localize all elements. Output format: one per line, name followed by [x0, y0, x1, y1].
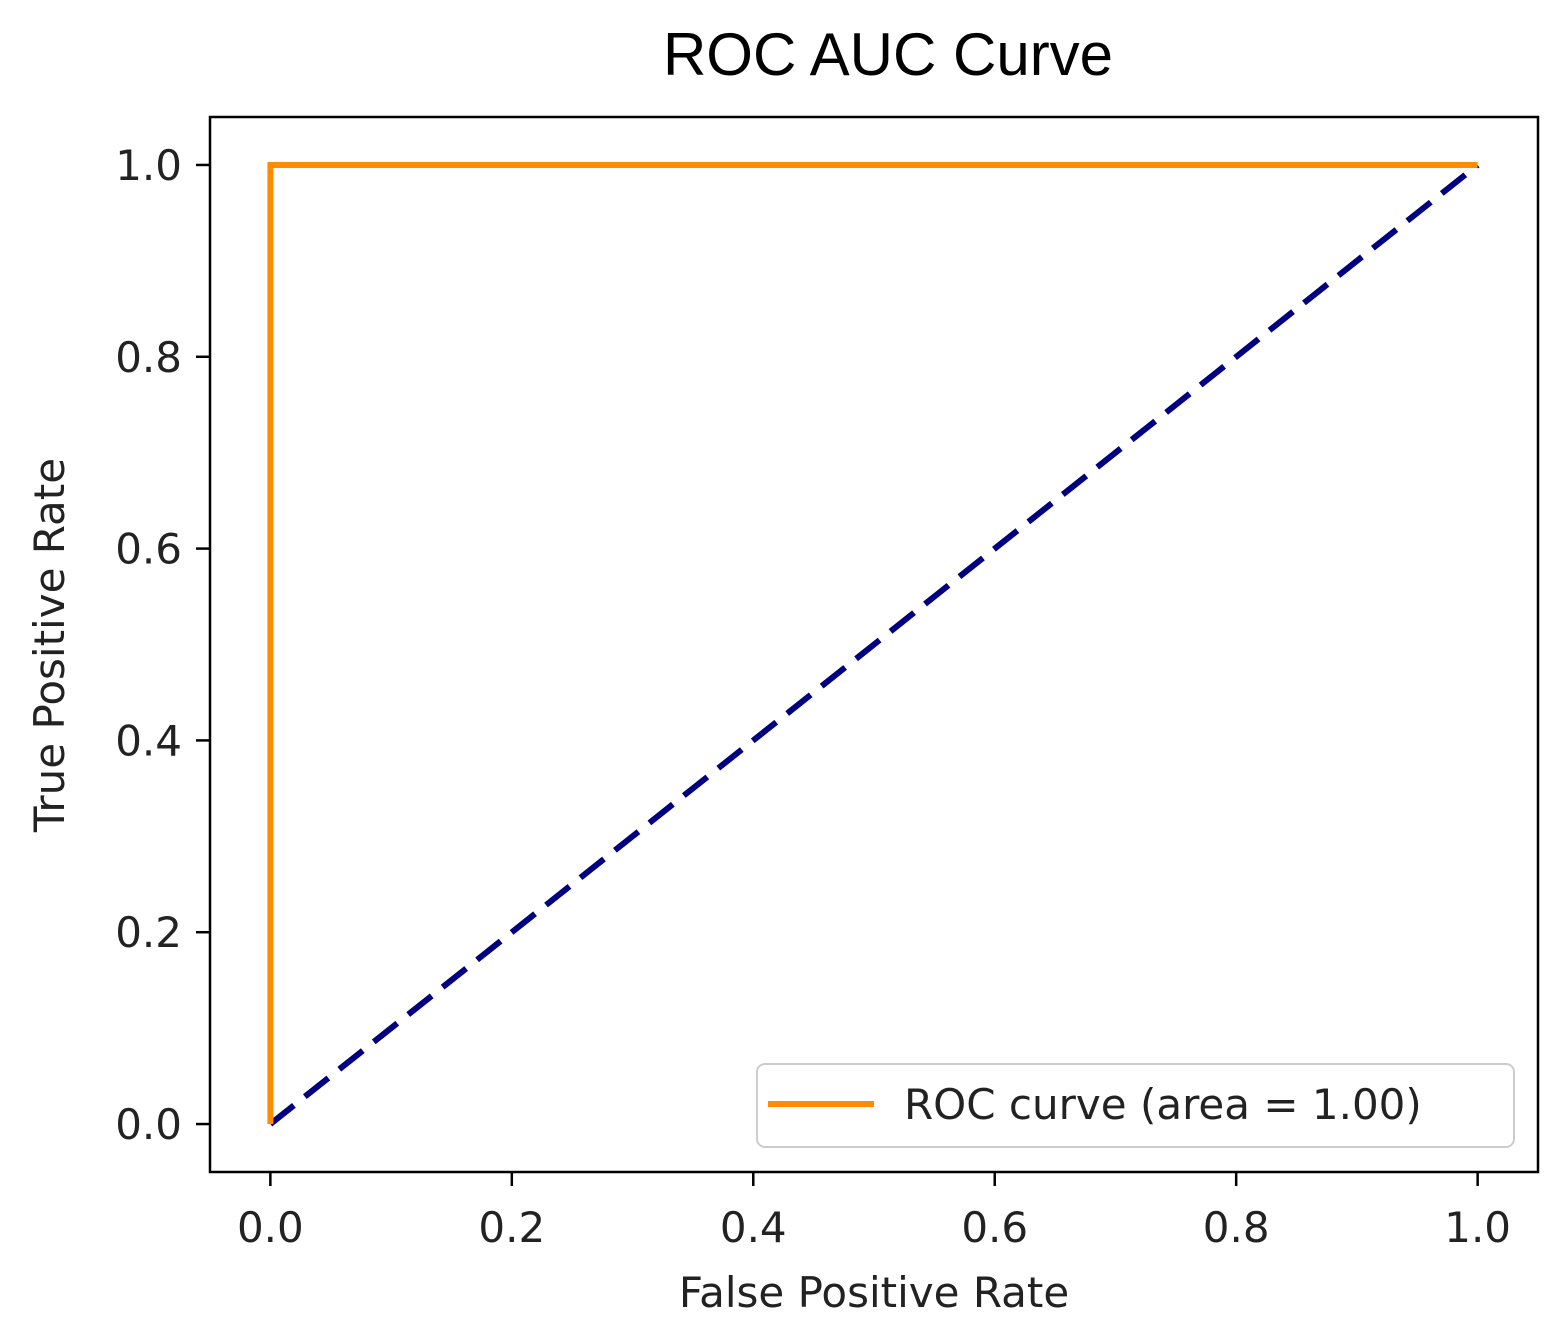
x-axis-ticks: 0.0 0.2 0.4 0.6 0.8 1.0 [237, 1172, 1511, 1252]
y-tick-label: 1.0 [115, 141, 182, 190]
legend-label-roc: ROC curve (area = 1.00) [904, 1080, 1422, 1129]
x-tick-label: 1.0 [1444, 1203, 1511, 1252]
legend-box [756, 1063, 1515, 1148]
plot-area [208, 115, 1540, 1174]
x-axis-label: False Positive Rate [679, 1268, 1069, 1317]
y-axis-ticks: 0.0 0.2 0.4 0.6 0.8 1.0 [115, 141, 210, 1149]
y-tick-label: 0.8 [115, 333, 182, 382]
x-tick-label: 0.2 [478, 1203, 545, 1252]
x-tick-label: 0.6 [961, 1203, 1028, 1252]
y-axis-label: True Positive Rate [25, 458, 74, 833]
legend: ROC curve (area = 1.00) [756, 1063, 1515, 1148]
plot-frame [208, 115, 1540, 1174]
diagonal-reference-line [268, 162, 1480, 1127]
x-tick-label: 0.8 [1203, 1203, 1270, 1252]
y-tick-label: 0.2 [115, 908, 182, 957]
y-tick-label: 0.6 [115, 525, 182, 574]
series-layer [267, 162, 1480, 1127]
x-tick-label: 0.0 [237, 1203, 304, 1252]
y-tick-label: 0.0 [115, 1100, 182, 1149]
y-tick-label: 0.4 [115, 716, 182, 765]
roc-curve-line [267, 162, 1478, 1124]
chart-title: ROC AUC Curve [663, 21, 1113, 88]
x-tick-label: 0.4 [720, 1203, 787, 1252]
